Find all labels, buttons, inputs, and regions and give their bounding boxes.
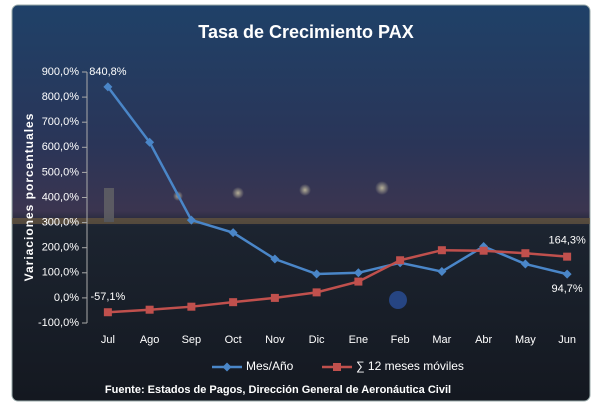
point: [396, 256, 404, 264]
point: [313, 288, 321, 296]
y-tick-label: 0,0%: [54, 292, 79, 304]
point: [104, 308, 112, 316]
y-tick-label: 400,0%: [42, 191, 80, 203]
x-tick-label: Feb: [391, 334, 410, 346]
page: Tasa de Crecimiento PAX Variaciones porc…: [0, 0, 597, 404]
y-tick-label: -100,0%: [38, 317, 79, 329]
point: [333, 363, 341, 371]
point: [521, 249, 529, 257]
data-label: 94,7%: [552, 283, 583, 295]
point: [438, 246, 446, 254]
data-label: 164,3%: [548, 235, 586, 247]
x-tick-label: Mar: [432, 334, 451, 346]
x-tick-label: Sep: [182, 334, 202, 346]
x-tick-label: Nov: [265, 334, 285, 346]
point: [563, 253, 571, 261]
point: [187, 303, 195, 311]
y-tick-label: 900,0%: [42, 66, 80, 78]
x-tick-label: Ene: [349, 334, 369, 346]
x-tick-label: Jun: [558, 334, 576, 346]
legend-label: ∑ 12 meses móviles: [356, 359, 464, 373]
chart-background: [12, 5, 590, 401]
x-tick-label: Jul: [101, 334, 115, 346]
y-tick-label: 700,0%: [42, 116, 80, 128]
y-tick-label: 600,0%: [42, 141, 80, 153]
x-tick-label: Oct: [225, 334, 242, 346]
data-label: -57,1%: [90, 291, 125, 303]
x-tick-label: May: [515, 334, 536, 346]
y-tick-label: 100,0%: [42, 267, 80, 279]
point: [354, 278, 362, 286]
x-tick-label: Abr: [475, 334, 492, 346]
point: [271, 294, 279, 302]
point: [146, 306, 154, 314]
chart-title: Tasa de Crecimiento PAX: [198, 22, 413, 42]
point: [480, 247, 488, 255]
y-tick-label: 200,0%: [42, 242, 80, 254]
legend-label: Mes/Año: [246, 359, 294, 373]
source-note: Fuente: Estados de Pagos, Dirección Gene…: [105, 384, 451, 396]
chart: Tasa de Crecimiento PAX Variaciones porc…: [0, 0, 597, 404]
y-tick-label: 500,0%: [42, 166, 80, 178]
y-tick-label: 300,0%: [42, 217, 80, 229]
y-axis-label: Variaciones porcentuales: [22, 113, 36, 282]
x-tick-label: Dic: [309, 334, 325, 346]
y-tick-label: 800,0%: [42, 91, 80, 103]
x-tick-label: Ago: [140, 334, 160, 346]
data-label: 840,8%: [89, 66, 127, 78]
point: [229, 298, 237, 306]
